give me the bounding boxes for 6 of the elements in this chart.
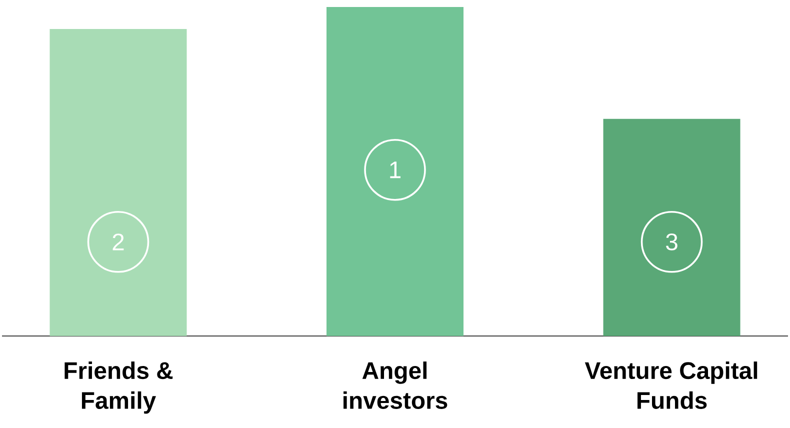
- x-tick-label: Venture Capital Funds: [584, 362, 758, 409]
- annotation: 3: [666, 233, 678, 250]
- annotation: 2: [112, 234, 124, 250]
- annotation: 1: [390, 162, 400, 178]
- x-tick-label: Friends & Family: [64, 362, 173, 414]
- x-tick-label: Angel investors: [344, 362, 448, 409]
